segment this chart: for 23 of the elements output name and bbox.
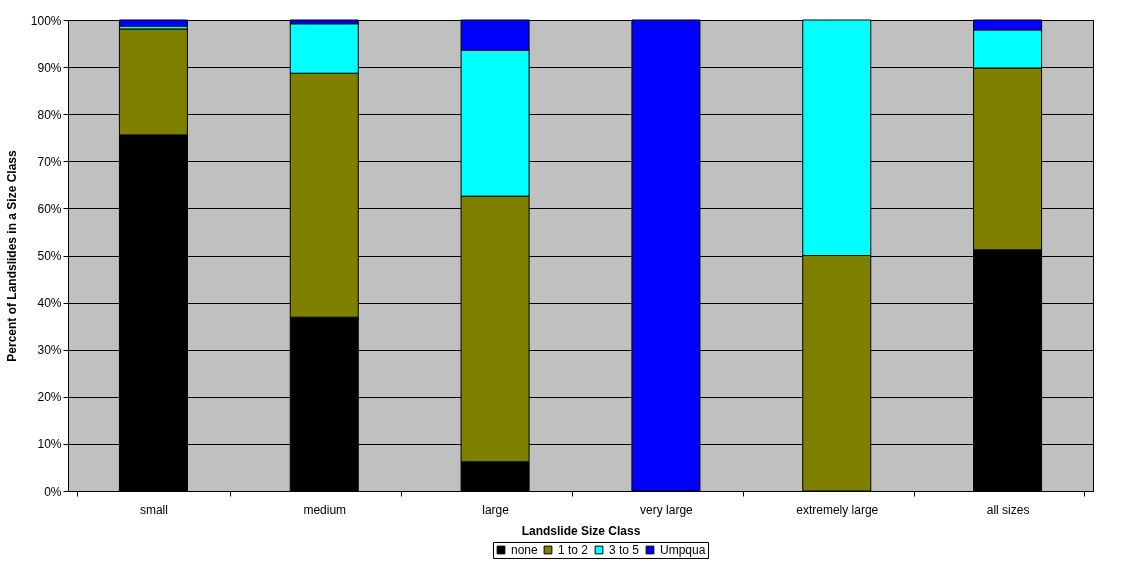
x-axis-title: Landslide Size Class: [521, 523, 641, 538]
y-tick-label: 50%: [37, 249, 62, 263]
y-axis-title: Percent of Landslides in a Size Class: [4, 149, 19, 362]
x-tick-label: small: [139, 502, 168, 517]
x-tick-label: all sizes: [986, 502, 1030, 517]
y-tick-label: 10%: [37, 437, 62, 452]
x-tick-label: very large: [640, 502, 694, 517]
legend-label: Umpqua: [660, 543, 706, 557]
y-tick-label: 20%: [37, 390, 62, 405]
y-tick-label: 60%: [37, 201, 62, 216]
y-tick-label: 40%: [37, 296, 62, 311]
legend-label: 3 to 5: [609, 543, 640, 557]
y-tick-label: 0%: [44, 484, 62, 499]
y-tick-label: 70%: [37, 154, 62, 169]
y-tick-label: 80%: [37, 107, 62, 122]
x-tick-label: extremely large: [796, 502, 879, 517]
y-tick-label: 90%: [37, 60, 62, 75]
x-tick-label: large: [482, 502, 510, 517]
legend-label: 1 to 2: [558, 543, 589, 557]
legend-label: none: [511, 543, 539, 557]
y-tick-label: 30%: [37, 343, 62, 358]
y-tick-label: 100%: [30, 13, 62, 28]
x-tick-label: medium: [303, 502, 347, 517]
